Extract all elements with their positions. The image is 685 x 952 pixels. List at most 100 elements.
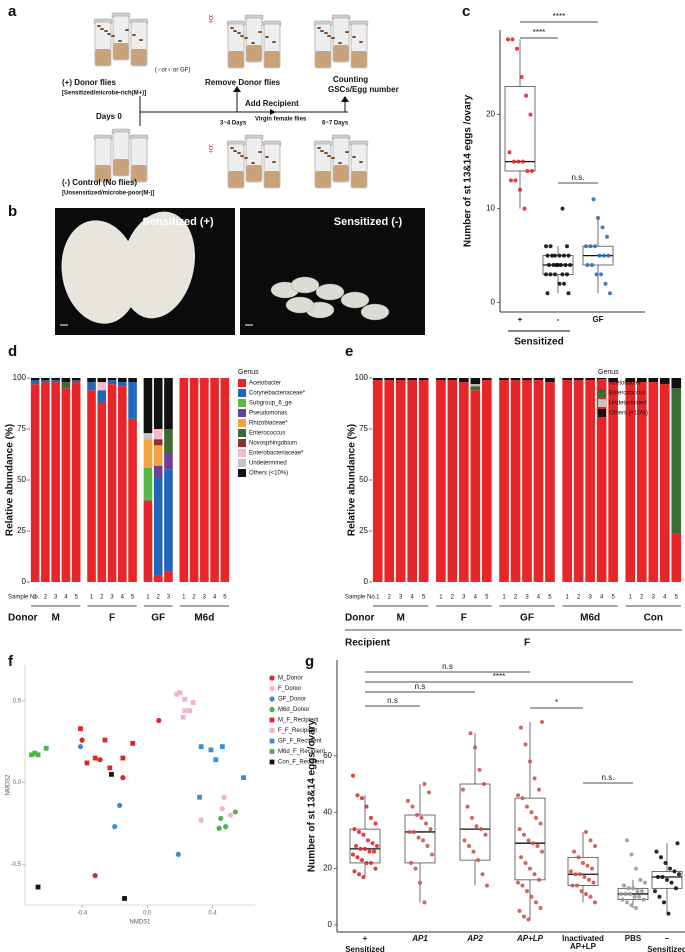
sample-number: 2	[388, 595, 392, 601]
category-label: AP+LP	[517, 935, 543, 943]
data-point	[428, 827, 433, 832]
bar-segment	[189, 378, 199, 582]
bar-segment	[481, 380, 492, 582]
data-point	[540, 720, 544, 725]
y-tick-label: 0.5	[13, 698, 22, 704]
legend-marker	[269, 759, 275, 765]
data-point	[366, 838, 370, 843]
data-point	[370, 841, 375, 846]
data-point	[519, 75, 524, 79]
data-point	[606, 253, 611, 258]
fly	[352, 36, 356, 38]
data-point	[637, 894, 641, 899]
ovary	[290, 276, 320, 294]
category-text: +	[517, 316, 523, 324]
fly	[104, 30, 108, 32]
fly	[345, 31, 349, 33]
data-point	[422, 900, 427, 905]
category-text: -	[556, 316, 560, 324]
legend-swatch	[238, 409, 246, 417]
legend-title: Genus	[598, 369, 619, 376]
y-tick-label: 0	[328, 920, 333, 929]
bar-segment	[71, 380, 81, 383]
data-point	[190, 700, 196, 705]
data-point	[465, 804, 470, 809]
fly	[237, 32, 241, 34]
data-point	[357, 829, 361, 834]
group-label: M	[51, 613, 59, 624]
ovary	[360, 303, 390, 321]
y-tick-label: 100	[13, 373, 27, 382]
data-point	[419, 815, 424, 820]
diagram-text: Virgin female flies	[255, 117, 307, 123]
data-point	[565, 272, 569, 277]
fly	[132, 34, 136, 36]
y-axis-label: Relative abundance (%)	[347, 424, 358, 536]
data-point	[476, 858, 480, 863]
bar-segment	[648, 382, 659, 582]
data-point	[585, 863, 590, 868]
fly	[265, 36, 269, 38]
data-point	[227, 812, 234, 818]
sample-number: 4	[474, 595, 478, 601]
y-tick-label: 25	[359, 526, 368, 535]
recipient-label: Recipient	[345, 638, 391, 649]
bar-segment	[384, 378, 395, 381]
sample-number: 1	[629, 595, 633, 601]
data-point	[467, 844, 471, 849]
data-point	[35, 884, 41, 890]
category-text: Inactivated AP+LP	[562, 935, 604, 951]
fly	[240, 155, 244, 157]
legend-swatch	[598, 399, 606, 407]
data-point	[548, 272, 553, 277]
data-point	[109, 771, 114, 777]
data-point	[355, 793, 360, 798]
sample-number: 3	[588, 595, 592, 601]
data-point	[525, 169, 530, 173]
bar-segment	[608, 378, 618, 383]
data-point	[641, 897, 646, 902]
legend-swatch	[238, 419, 246, 427]
legend-swatch	[238, 469, 246, 477]
data-point	[634, 866, 638, 871]
data-point	[241, 775, 246, 781]
data-point	[675, 841, 680, 846]
bar-segment	[659, 384, 670, 582]
vial-food	[113, 159, 129, 176]
sample-number: 1	[90, 595, 94, 601]
legend-marker	[269, 717, 275, 723]
legend-swatch	[238, 439, 246, 447]
y-tick-label: 0	[364, 577, 369, 586]
bar-segment	[608, 382, 618, 582]
vial-food	[95, 165, 111, 182]
legend-marker	[269, 696, 275, 702]
y-axis-label: Relative abundance (%)	[5, 424, 16, 536]
data-point	[517, 827, 522, 832]
category-label: AP2	[467, 935, 483, 943]
data-point	[593, 244, 597, 249]
sample-number: 1	[566, 595, 570, 601]
legend-label: GF_Donor	[278, 697, 306, 703]
data-point	[410, 804, 415, 809]
data-point	[534, 815, 538, 820]
legend-label: Enterococcus	[609, 391, 645, 397]
bar-segment	[481, 378, 492, 381]
data-point	[572, 849, 576, 854]
sample-number: 2	[192, 595, 196, 601]
bar-segment	[436, 380, 446, 582]
data-point	[653, 889, 657, 894]
bar-segment	[418, 380, 429, 582]
box	[651, 871, 683, 889]
data-point	[412, 829, 416, 834]
y-tick-label: 20	[486, 110, 495, 119]
y-tick-label: 0	[491, 298, 496, 307]
data-point	[364, 804, 369, 809]
y-tick-label: 50	[359, 475, 368, 484]
data-point	[468, 731, 473, 736]
data-point	[666, 911, 671, 916]
data-point	[584, 891, 588, 896]
data-point	[102, 737, 108, 743]
legend-swatch	[238, 429, 246, 437]
legend-label: Enterobacteriaceae*	[249, 451, 304, 457]
legend-label: Subgroup_6_ge	[249, 401, 292, 407]
